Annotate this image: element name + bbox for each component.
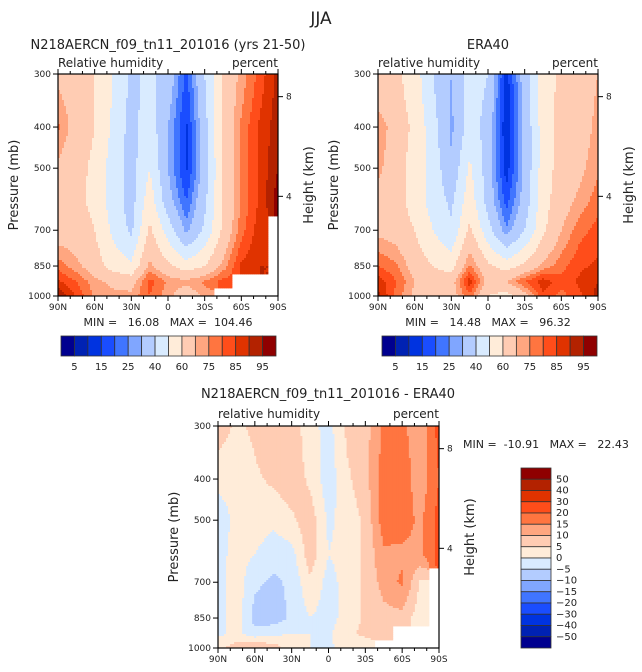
panel-title: N218AERCN_f09_tn11_201016 (yrs 21-50)	[31, 38, 306, 53]
page-title: JJA	[309, 9, 332, 29]
panel-model: N218AERCN_f09_tn11_201016 (yrs 21-50) Re…	[7, 38, 317, 373]
right-label: percent	[232, 56, 278, 70]
left-label: Relative humidity	[58, 56, 163, 70]
figure: JJA N218AERCN_f09_tn11_201016 (yrs 21-50…	[0, 0, 642, 672]
contour-field	[58, 74, 278, 296]
